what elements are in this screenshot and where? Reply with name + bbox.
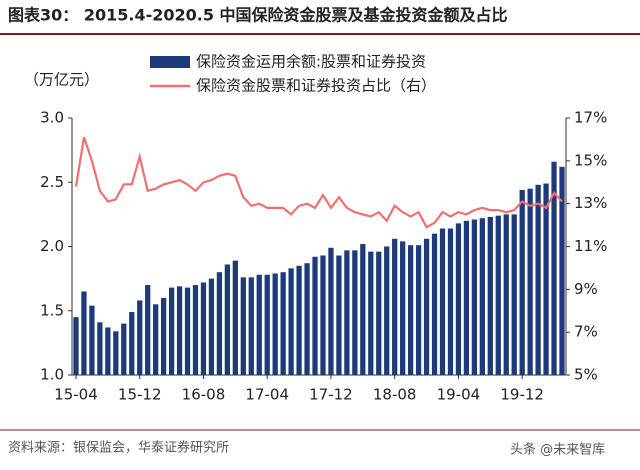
bar xyxy=(176,286,183,375)
bar xyxy=(280,272,286,375)
bar xyxy=(272,273,278,375)
bar xyxy=(519,189,525,375)
bar xyxy=(400,241,406,375)
bar xyxy=(216,272,223,375)
y2-tick-label: 11% xyxy=(574,237,607,255)
bar xyxy=(487,216,493,375)
x-tick-label: 17-12 xyxy=(309,386,353,404)
bar xyxy=(455,223,462,375)
x-tick-label: 15-04 xyxy=(54,386,98,404)
bar xyxy=(113,331,119,375)
x-tick-label: 18-08 xyxy=(373,386,417,404)
y2-tick-label: 5% xyxy=(574,366,598,384)
bar xyxy=(121,323,127,375)
bar xyxy=(407,245,414,375)
bar xyxy=(184,287,191,375)
bar xyxy=(296,265,302,375)
bar xyxy=(160,297,167,375)
bar xyxy=(168,287,175,375)
bar xyxy=(288,268,294,375)
bar xyxy=(264,274,270,375)
bar xyxy=(527,188,533,375)
bar xyxy=(192,285,199,375)
bar xyxy=(248,277,254,375)
bar xyxy=(312,256,318,375)
bar xyxy=(208,278,215,375)
y2-tick-label: 17% xyxy=(574,109,607,127)
bar xyxy=(543,183,549,375)
x-tick-label: 17-04 xyxy=(245,386,289,404)
bar xyxy=(73,317,79,375)
bar xyxy=(535,184,541,375)
y-tick-label: 2.5 xyxy=(40,173,64,191)
x-tick-label: 19-04 xyxy=(437,386,481,404)
bar xyxy=(145,285,151,375)
y-tick-label: 2.0 xyxy=(40,237,64,255)
watermark: 头条 @未来智库 xyxy=(510,442,605,458)
legend-swatch xyxy=(150,56,190,68)
bar xyxy=(495,215,501,375)
bar xyxy=(97,322,103,375)
bar xyxy=(328,247,334,375)
bar xyxy=(423,238,430,375)
bar xyxy=(503,214,509,375)
bar xyxy=(447,228,454,375)
bar xyxy=(559,166,565,375)
bar xyxy=(479,218,485,375)
y2-tick-label: 13% xyxy=(574,194,607,212)
bar xyxy=(439,228,446,375)
x-tick-label: 19-12 xyxy=(500,386,544,404)
bar xyxy=(376,251,382,375)
y2-tick-label: 15% xyxy=(574,151,607,169)
legend-label: 保险资金运用余额:股票和证券投资 xyxy=(196,53,426,71)
bar xyxy=(344,250,350,375)
bar xyxy=(320,255,326,375)
y-tick-label: 3.0 xyxy=(40,109,64,127)
legend-label: 保险资金股票和证券投资占比（右） xyxy=(196,77,436,95)
bar xyxy=(240,277,246,375)
bar xyxy=(129,312,135,375)
y2-tick-label: 7% xyxy=(574,323,598,341)
line xyxy=(74,136,563,229)
y-axis-label: （万亿元） xyxy=(24,71,99,89)
bar xyxy=(200,282,207,375)
y-tick-label: 1.5 xyxy=(40,301,64,319)
bar xyxy=(256,274,262,375)
y2-tick-label: 9% xyxy=(574,280,598,298)
bar xyxy=(431,233,438,375)
bar xyxy=(463,220,470,375)
x-tick-label: 16-08 xyxy=(182,386,226,404)
bar xyxy=(368,251,374,375)
bar xyxy=(137,300,143,375)
bar xyxy=(360,243,366,375)
bar xyxy=(471,219,478,375)
source: 资料来源：银保监会，华泰证券研究所 xyxy=(8,440,229,456)
chart-title: 图表30： 2015.4-2020.5 中国保险资金股票及基金投资金额及占比 xyxy=(8,6,508,25)
bar xyxy=(81,291,87,375)
bar xyxy=(336,255,342,375)
bar xyxy=(89,305,95,375)
y-tick-label: 1.0 xyxy=(40,366,64,384)
bar xyxy=(304,263,310,375)
bar xyxy=(415,245,422,375)
bar xyxy=(352,250,358,375)
bar xyxy=(224,264,231,375)
bar xyxy=(551,161,557,375)
bar xyxy=(153,304,159,375)
bar xyxy=(232,260,238,375)
bar xyxy=(392,238,398,375)
bar xyxy=(384,246,390,375)
bar xyxy=(105,327,111,375)
x-tick-label: 15-12 xyxy=(118,386,162,404)
bar xyxy=(511,214,517,375)
